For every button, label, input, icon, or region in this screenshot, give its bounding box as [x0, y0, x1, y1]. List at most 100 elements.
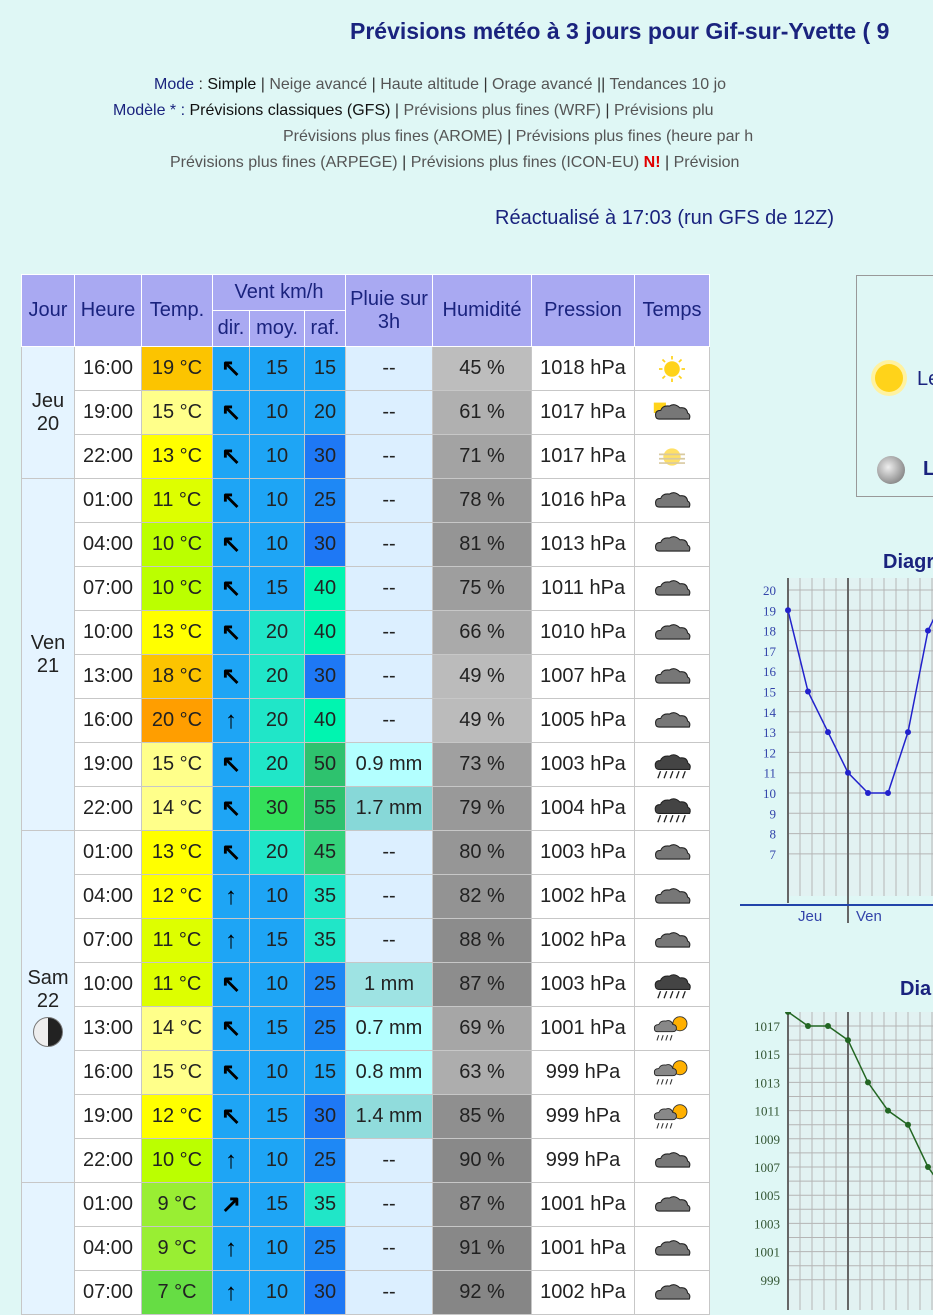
cloud-icon — [649, 533, 695, 555]
rain-cell: -- — [345, 698, 433, 743]
weather-icon-cell — [634, 962, 710, 1007]
wind-avg-cell: 20 — [249, 610, 305, 655]
hour-cell: 01:00 — [74, 830, 142, 875]
wind-direction-cell: ↖ — [212, 742, 250, 787]
hour-cell: 13:00 — [74, 654, 142, 699]
x-tick-label: Ven — [856, 908, 882, 925]
cloud-icon — [649, 489, 695, 511]
temp-cell: 20 °C — [141, 698, 213, 743]
weather-icon-cell — [634, 1138, 710, 1183]
rain-cell: -- — [345, 654, 433, 699]
forecast-row: 16:00 20 °C ↑ 20 40 -- 49 % 1005 hPa — [22, 698, 710, 743]
wind-direction-cell: ↖ — [212, 566, 250, 611]
page-title: Prévisions météo à 3 jours pour Gif-sur-… — [350, 18, 890, 44]
humidity-cell: 92 % — [432, 1270, 532, 1315]
forecast-row: Ven 21 01:00 11 °C ↖ 10 25 -- 78 % 1016 hPa — [21, 478, 710, 831]
pressure-point — [905, 1121, 911, 1128]
wind-gust-cell: 50 — [304, 742, 346, 787]
forecast-row: 22:00 14 °C ↖ 30 55 1.7 mm 79 % 1004 hPa — [22, 786, 710, 831]
mode-current: Simple — [207, 76, 257, 93]
temp-cell: 9 °C — [141, 1182, 213, 1227]
rain-cell: 1.7 mm — [345, 786, 433, 831]
pressure-point — [865, 1079, 871, 1086]
y-tick-label: 19 — [763, 603, 776, 618]
mode-option-neige[interactable]: Neige avancé — [269, 76, 368, 93]
pressure-chart: 1017 1015 1013 1011 1009 1007 1005 1003 1001 999 — [754, 1012, 933, 1310]
humidity-cell: 78 % — [432, 478, 532, 523]
wind-direction-cell: ↖ — [212, 434, 250, 479]
header-moy: moy. — [249, 310, 305, 347]
modele-option-arpege[interactable]: Prévisions plus fines (ARPEGE) — [170, 154, 398, 171]
day-cell: Ven 21 — [21, 478, 75, 831]
wind-gust-cell: 30 — [304, 1094, 346, 1139]
wind-direction-cell: ↑ — [212, 1270, 250, 1315]
haze-icon — [649, 445, 695, 467]
pressure-cell: 1003 hPa — [531, 830, 635, 875]
pressure-cell: 1002 hPa — [531, 918, 635, 963]
mode-option-altitude[interactable]: Haute altitude — [380, 76, 479, 93]
weather-icon-cell — [634, 918, 710, 963]
wind-arrow-icon: ↖ — [220, 662, 242, 690]
mode-line: Mode : Simple | Neige avancé | Haute alt… — [154, 76, 727, 93]
cloud-icon — [649, 577, 695, 599]
wind-gust-cell: 25 — [304, 478, 346, 523]
modele-option-more2[interactable]: Prévision — [673, 154, 740, 171]
x-tick-label: Jeu — [798, 908, 822, 925]
mode-label: Mode — [154, 76, 195, 93]
y-tick-label: 1017 — [754, 1019, 781, 1034]
modele-option-wrf[interactable]: Prévisions plus fines (WRF) — [403, 102, 601, 119]
wind-gust-cell: 30 — [304, 522, 346, 567]
weather-icon-cell — [634, 390, 710, 435]
hour-cell: 16:00 — [74, 698, 142, 743]
mode-option-tendances[interactable]: Tendances 10 jo — [609, 76, 727, 93]
wind-arrow-icon: ↖ — [220, 530, 242, 558]
y-tick-label: 8 — [770, 827, 777, 842]
y-tick-label: 18 — [763, 624, 776, 639]
rain-cell: -- — [345, 610, 433, 655]
y-tick-label: 9 — [770, 806, 777, 821]
rain-cell: -- — [345, 918, 433, 963]
showers-icon — [649, 1015, 695, 1041]
temp-cell: 15 °C — [141, 1050, 213, 1095]
wind-gust-cell: 35 — [304, 1182, 346, 1227]
header-humidite: Humidité — [432, 274, 532, 347]
forecast-row: 01:00 9 °C ↗ 15 35 -- 87 % 1001 hPa — [21, 1182, 710, 1315]
showers-icon — [649, 1103, 695, 1129]
y-tick-label: 7 — [770, 847, 777, 862]
pressure-cell: 1018 hPa — [531, 346, 635, 391]
forecast-row: Jeu 20 16:00 19 °C ↖ 15 15 -- 45 % 1018 hPa — [21, 346, 710, 479]
humidity-cell: 90 % — [432, 1138, 532, 1183]
humidity-cell: 85 % — [432, 1094, 532, 1139]
temp-cell: 9 °C — [141, 1226, 213, 1271]
hour-cell: 16:00 — [74, 346, 142, 391]
forecast-row: 19:00 15 °C ↖ 20 50 0.9 mm 73 % 1003 hPa — [22, 742, 710, 787]
weather-icon-cell — [634, 1094, 710, 1139]
temperature-chart: 20 19 18 17 16 15 14 13 12 11 10 9 8 7 Jeu Ven — [740, 578, 933, 925]
hour-cell: 13:00 — [74, 1006, 142, 1051]
wind-direction-cell: ↑ — [212, 874, 250, 919]
temp-cell: 7 °C — [141, 1270, 213, 1315]
day-cell: Sam 22 — [21, 830, 75, 1183]
weather-icon-cell — [634, 874, 710, 919]
forecast-row: 04:00 9 °C ↑ 10 25 -- 91 % 1001 hPa — [22, 1226, 710, 1271]
forecast-row: Sam 22 01:00 13 °C ↖ 20 45 -- 80 % 1003 hPa — [21, 830, 710, 1183]
forecast-row: 04:00 12 °C ↑ 10 35 -- 82 % 1002 hPa — [22, 874, 710, 919]
humidity-cell: 81 % — [432, 522, 532, 567]
header-heure: Heure — [74, 274, 142, 347]
modele-option-arome[interactable]: Prévisions plus fines (AROME) — [283, 128, 503, 145]
wind-avg-cell: 15 — [249, 566, 305, 611]
wind-gust-cell: 30 — [304, 434, 346, 479]
modele-option-heure[interactable]: Prévisions plus fines (heure par h — [515, 128, 754, 145]
mode-option-orage[interactable]: Orage avancé — [492, 76, 593, 93]
temperature-point — [885, 790, 891, 796]
wind-arrow-icon: ↖ — [220, 354, 242, 382]
weather-icon-cell — [634, 522, 710, 567]
temperature-point — [785, 607, 791, 614]
rain-cell: -- — [345, 1270, 433, 1315]
y-tick-label: 12 — [763, 745, 776, 760]
wind-avg-cell: 15 — [249, 1094, 305, 1139]
modele-option-icon[interactable]: Prévisions plus fines (ICON-EU) — [410, 154, 640, 171]
wind-arrow-icon: ↖ — [220, 398, 242, 426]
modele-option-more[interactable]: Prévisions plu — [613, 102, 714, 119]
temp-cell: 11 °C — [141, 478, 213, 523]
